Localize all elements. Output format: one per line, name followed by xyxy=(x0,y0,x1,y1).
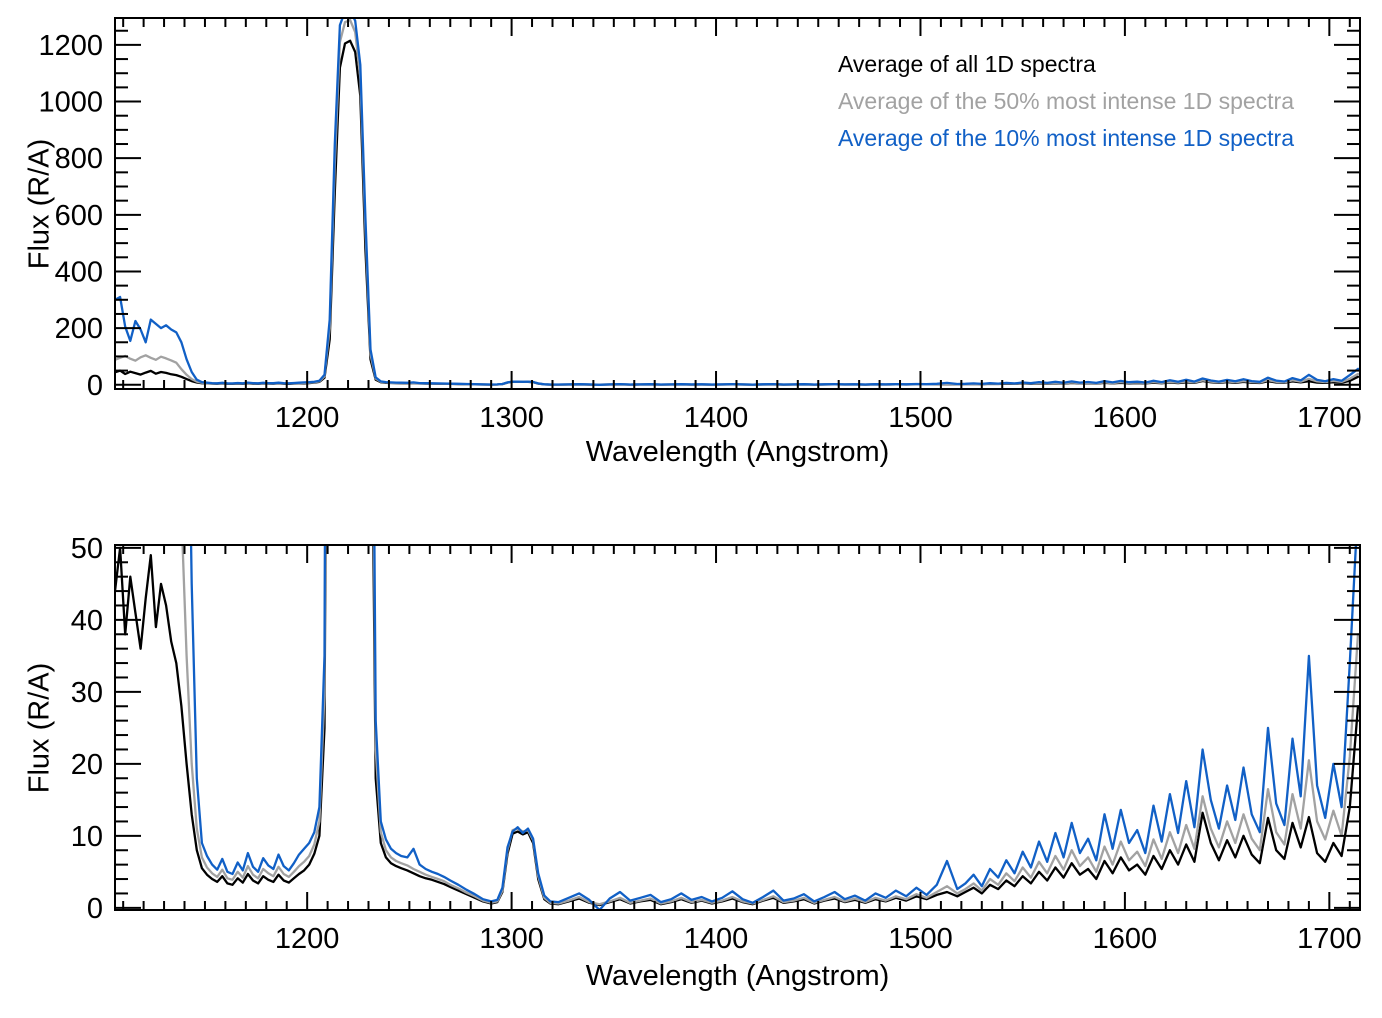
x-tick-label-bottom: 1500 xyxy=(888,923,953,955)
y-tick-label-bottom: 40 xyxy=(71,605,103,637)
y-tick-label-top: 600 xyxy=(55,200,103,232)
x-tick-label-bottom: 1200 xyxy=(275,923,340,955)
y-tick-label-top: 1200 xyxy=(38,30,103,62)
spectrum-line-top10-top xyxy=(115,18,1360,386)
x-axis-label-bottom-panel: Wavelength (Angstrom) xyxy=(585,960,890,992)
panel-bottom-ticks xyxy=(115,545,1360,910)
legend-item-average-all: Average of all 1D spectra xyxy=(838,46,1294,83)
x-tick-label-top: 1700 xyxy=(1297,402,1362,434)
y-tick-label-top: 0 xyxy=(87,370,103,402)
panel-bottom-frame xyxy=(114,544,1361,911)
x-tick-label-top: 1300 xyxy=(479,402,544,434)
y-tick-label-bottom: 0 xyxy=(87,893,103,925)
y-tick-label-bottom: 30 xyxy=(71,677,103,709)
x-tick-label-bottom: 1700 xyxy=(1297,923,1362,955)
spectrum-line-top10-bottom xyxy=(189,545,1358,910)
y-axis-label-top-panel: Flux (R/A) xyxy=(23,138,56,270)
y-axis-label-bottom-panel: Flux (R/A) xyxy=(23,662,56,794)
legend-label-average-all: Average of all 1D spectra xyxy=(838,51,1096,77)
y-tick-label-top: 400 xyxy=(55,256,103,288)
legend-label-top10: Average of the 10% most intense 1D spect… xyxy=(838,125,1295,151)
y-tick-label-top: 800 xyxy=(55,143,103,175)
panel-bottom-data xyxy=(115,545,1360,910)
panel-top-data xyxy=(115,18,1360,386)
panel-top-ticks xyxy=(115,18,1360,389)
y-tick-label-bottom: 50 xyxy=(71,533,103,565)
y-tick-label-bottom: 20 xyxy=(71,749,103,781)
x-tick-label-bottom: 1300 xyxy=(479,923,544,955)
y-tick-label-top: 200 xyxy=(55,313,103,345)
x-tick-label-top: 1200 xyxy=(275,402,340,434)
x-tick-label-top: 1400 xyxy=(684,402,749,434)
x-tick-label-bottom: 1600 xyxy=(1093,923,1158,955)
panel-top-frame xyxy=(114,17,1361,390)
legend-item-top10: Average of the 10% most intense 1D spect… xyxy=(838,120,1294,157)
legend: Average of all 1D spectra Average of the… xyxy=(838,46,1294,157)
x-tick-label-top: 1500 xyxy=(888,402,953,434)
x-tick-label-bottom: 1400 xyxy=(684,923,749,955)
y-tick-label-top: 1000 xyxy=(38,87,103,119)
legend-label-top50: Average of the 50% most intense 1D spect… xyxy=(838,88,1295,114)
x-tick-label-top: 1600 xyxy=(1093,402,1158,434)
y-tick-label-bottom: 10 xyxy=(71,821,103,853)
spectrum-line-top50-bottom xyxy=(181,545,1360,906)
legend-item-top50: Average of the 50% most intense 1D spect… xyxy=(838,83,1294,120)
x-axis-label-top-panel: Wavelength (Angstrom) xyxy=(585,436,890,468)
